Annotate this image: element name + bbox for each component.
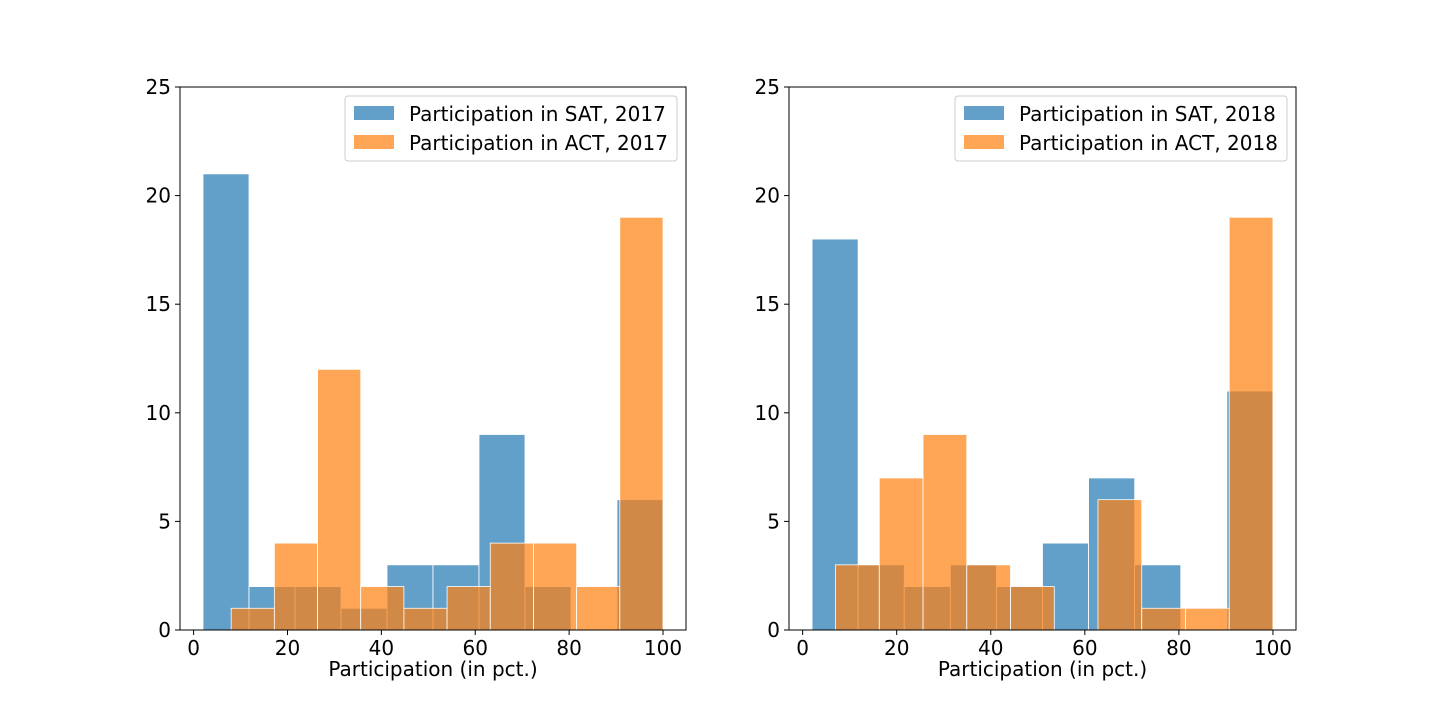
- x-axis-label: Participation (in pct.): [938, 657, 1147, 681]
- series-0: [202, 173, 664, 631]
- legend-entry: Participation in SAT, 2017: [409, 102, 666, 126]
- y-tick-label: 15: [146, 292, 171, 316]
- histogram-bar: [533, 542, 578, 631]
- histogram-bar: [360, 586, 405, 631]
- histogram-bar: [1097, 499, 1143, 631]
- axes-frame: [788, 86, 1297, 631]
- legend-entry: Participation in SAT, 2018: [1019, 102, 1276, 126]
- legend-swatch: [354, 135, 394, 149]
- legend-box: [344, 95, 678, 162]
- series-1: [230, 216, 664, 631]
- x-tick-label: 20: [275, 636, 300, 660]
- y-tick-label: 10: [146, 401, 171, 425]
- y-tick-label: 5: [158, 509, 171, 533]
- x-tick-label: 0: [796, 636, 809, 660]
- legend-swatch: [354, 106, 394, 120]
- histogram-bar: [446, 586, 491, 631]
- y-tick-label: 25: [755, 75, 780, 99]
- histogram-bar: [1228, 216, 1274, 631]
- histogram-panel-2018: 0 20 40 60 80 100 0 5 10 15 20 25 Participation (in …: [755, 75, 1297, 681]
- histogram-bar: [1141, 607, 1186, 631]
- histogram-bar: [489, 542, 534, 631]
- histogram-bar: [922, 434, 968, 631]
- x-tick-label: 80: [556, 636, 581, 660]
- histogram-bar: [230, 607, 275, 631]
- y-tick-label: 0: [158, 618, 171, 642]
- histogram-bar: [273, 542, 318, 631]
- histogram-bar: [576, 586, 621, 631]
- histogram-bar: [619, 216, 664, 631]
- legend-entry: Participation in ACT, 2017: [409, 131, 668, 155]
- x-tick-label: 20: [884, 636, 909, 660]
- histogram-bar: [966, 564, 1011, 631]
- histogram-bar: [1185, 607, 1230, 631]
- histogram-bar: [1010, 586, 1055, 631]
- legend: Participation in SAT, 2017 Participation …: [344, 95, 678, 162]
- legend-entry: Participation in ACT, 2018: [1019, 131, 1278, 155]
- y-tick-label: 25: [146, 75, 171, 99]
- x-tick-label: 0: [187, 636, 200, 660]
- histogram-panel-2017: 0 20 40 60 80 100 0 5 10 15 20 25 Participation (in …: [146, 75, 687, 681]
- series-1: [835, 216, 1274, 631]
- legend-swatch: [964, 106, 1004, 120]
- histogram-bar: [403, 607, 448, 631]
- x-tick-label: 40: [978, 636, 1003, 660]
- legend-swatch: [964, 135, 1004, 149]
- legend: Participation in SAT, 2018 Participation …: [954, 95, 1288, 162]
- x-axis-label: Participation (in pct.): [328, 657, 537, 681]
- x-tick-label: 60: [1072, 636, 1097, 660]
- histogram-bar: [835, 564, 880, 631]
- y-tick-label: 5: [767, 509, 780, 533]
- y-tick-label: 20: [146, 184, 171, 208]
- x-tick-label: 100: [1254, 636, 1292, 660]
- y-tick-label: 20: [755, 184, 780, 208]
- y-tick-label: 10: [755, 401, 780, 425]
- y-tick-label: 15: [755, 292, 780, 316]
- y-tick-label: 0: [767, 618, 780, 642]
- histogram-bar: [202, 173, 250, 631]
- axes-frame: [179, 86, 687, 631]
- histogram-bar: [317, 368, 362, 631]
- histogram-bar: [878, 477, 924, 631]
- x-tick-label: 100: [644, 636, 682, 660]
- x-tick-label: 60: [463, 636, 488, 660]
- legend-box: [954, 95, 1288, 162]
- x-tick-label: 40: [369, 636, 394, 660]
- x-tick-label: 80: [1166, 636, 1191, 660]
